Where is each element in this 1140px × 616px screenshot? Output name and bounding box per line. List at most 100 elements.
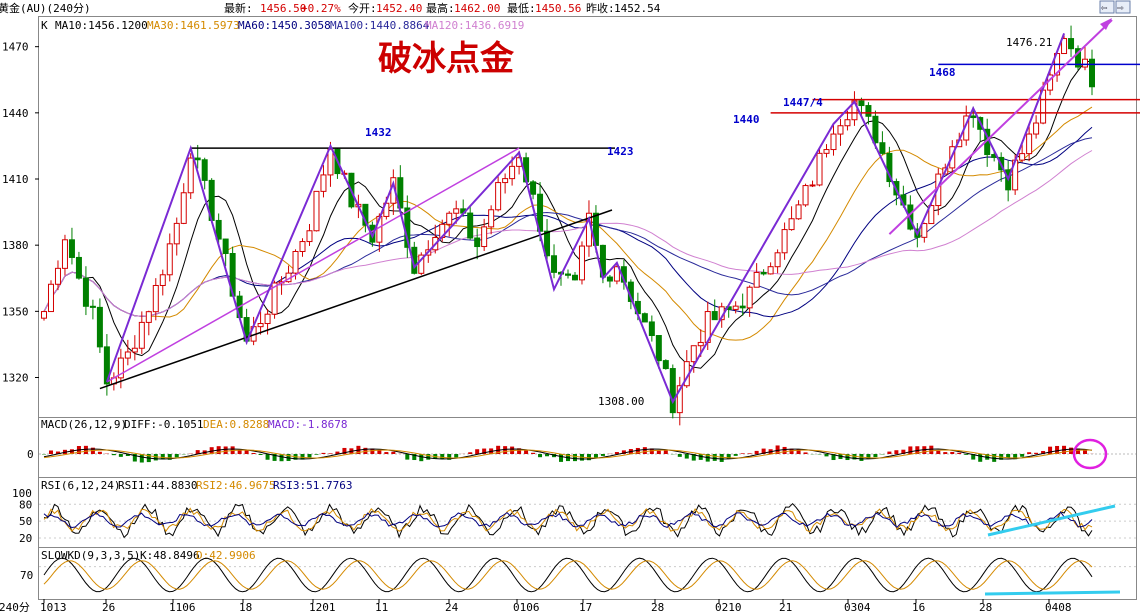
nav-next-icon: ⇨ [1117,1,1124,14]
time-tick-label: 0210 [715,601,742,614]
candle-body [669,368,676,414]
latest-label: 最新: [224,1,253,15]
candle-body [117,357,124,379]
macd-bar [957,452,962,454]
macd-bar [712,454,717,461]
time-tick-label: 0304 [844,601,871,614]
macd-bar [160,454,165,460]
macd-bar [531,452,536,454]
macd-bar [83,445,88,454]
macd-bar [118,454,123,457]
candle-body [467,212,474,239]
candle-body [928,205,935,225]
macd-bar [635,447,640,454]
low-value: 1450.56 [535,2,581,15]
candle-body [802,185,809,206]
macd-bar [614,452,619,454]
macd-bar [691,454,696,461]
macd-bar [852,454,857,460]
candle-body [145,311,152,323]
candle-body [1075,48,1082,68]
macd-bar [789,448,794,454]
label-1432: 1432 [365,126,392,139]
candle-body [103,346,110,385]
macd-bar [342,447,347,454]
time-tick-label: 28 [979,601,992,614]
candle-body [767,266,774,275]
prev-value: 1452.54 [614,2,661,15]
candle-body [159,274,166,286]
macd-bar [922,446,927,454]
macd-bar [677,454,682,457]
macd-bar [405,454,410,460]
macd-bar [258,454,263,455]
macd-bar [125,454,130,457]
nav-next-button[interactable]: ⇨ [1115,0,1131,14]
time-tick-label: 28 [651,601,664,614]
candle-body [306,230,313,243]
breakout-arrow-head [1100,18,1112,30]
candle-body [886,152,893,183]
candle-body [844,119,851,127]
candle-body [578,245,585,281]
macd-bar [482,448,487,454]
time-tick-label: 1201 [309,601,336,614]
macd-bar [391,451,396,454]
macd-bar [321,452,326,454]
candle-body [474,237,481,248]
macd-bar [775,445,780,454]
macd-bar [887,451,892,454]
macd-bar [894,450,899,454]
macd-bar [132,454,137,462]
candle-body [753,271,760,288]
time-tick-label: 0408 [1045,601,1072,614]
macd-bar [796,449,801,454]
macd-bar [328,453,333,454]
label-1468: 1468 [929,66,956,79]
candle-body [320,174,327,192]
macd-bar [454,454,459,458]
candle-body [641,313,648,323]
low-label: 最低: [507,2,536,15]
breakout-arrow-line [888,19,1113,235]
macd-legend-dea: DEA:0.8288 [203,418,269,431]
macd-bar [69,449,74,454]
candle-body [166,243,173,276]
nav-prev-button[interactable]: ⇦ [1099,0,1115,14]
candle-body [676,385,683,414]
ma120-line [43,150,1093,317]
macd-bar [195,450,200,454]
kd-divergence-line [984,590,1121,596]
high-value: 1462.00 [454,2,500,15]
macd-legend-name: MACD(26,12,9) [41,418,127,431]
macd-bar [1055,445,1060,454]
candle-body [879,142,886,154]
price-axis: 1470 1440 1410 1380 1350 1320 [2,41,39,385]
candle-body [47,283,54,313]
rsi-indicator [43,502,1116,539]
ma60-line [43,126,1093,318]
candle-body [648,321,655,337]
macd-zero-label: 0 [27,448,34,461]
macd-bar [642,447,647,454]
rsi-legend-rsi1: RSI1:44.8830 [118,479,197,492]
candle-body [1068,38,1075,50]
macd-bar [524,450,529,454]
macd-bar [517,448,522,454]
kd-axis-70: 70 [20,569,33,582]
candle-body [571,274,578,281]
candle-body [481,226,488,248]
macd-bar [272,454,277,461]
rsi-tick-label: 100 [12,487,32,500]
macd-bar [761,448,766,454]
candle-body [502,178,509,184]
candle-body [75,256,82,279]
candle-body [544,230,551,257]
macd-bar [1048,446,1053,454]
price-tick-label: 1410 [2,173,29,186]
rsi3-line [43,511,1093,529]
macd-bar [719,454,724,462]
macd-bar [174,454,179,458]
